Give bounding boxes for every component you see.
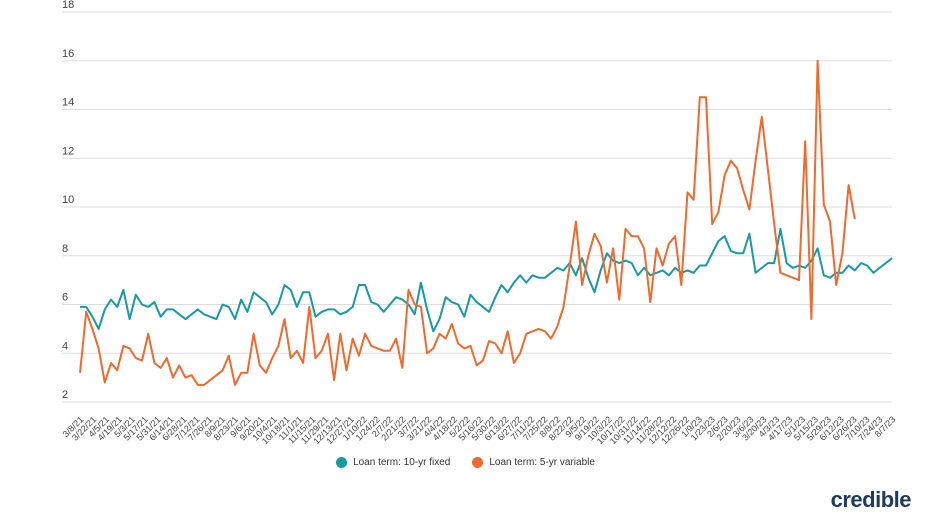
legend-item-5yr-variable: Loan term: 5-yr variable bbox=[472, 457, 595, 468]
y-tick-label: 16 bbox=[62, 48, 74, 60]
series-line-10yr-fixed bbox=[80, 227, 893, 333]
legend-swatch-5yr-variable bbox=[472, 457, 484, 468]
legend: Loan term: 10-yr fixed Loan term: 5-yr v… bbox=[0, 457, 931, 468]
y-tick-label: 4 bbox=[62, 340, 68, 352]
gridlines bbox=[62, 11, 892, 403]
legend-label-5yr-variable: Loan term: 5-yr variable bbox=[489, 457, 595, 468]
x-axis: 3/8/213/22/214/5/214/19/215/3/215/17/215… bbox=[61, 414, 898, 446]
credible-logo: credible bbox=[830, 487, 912, 512]
y-tick-label: 8 bbox=[62, 243, 68, 255]
y-tick-label: 10 bbox=[62, 194, 74, 206]
y-tick-label: 12 bbox=[62, 145, 74, 157]
legend-label-10yr-fixed: Loan term: 10-yr fixed bbox=[353, 457, 451, 468]
y-tick-label: 6 bbox=[62, 292, 68, 304]
series-line-5yr-variable bbox=[79, 59, 856, 386]
series-lines bbox=[79, 59, 893, 386]
y-tick-label: 2 bbox=[62, 389, 68, 401]
legend-item-10yr-fixed: Loan term: 10-yr fixed bbox=[336, 457, 450, 468]
legend-swatch-10yr-fixed bbox=[336, 457, 348, 468]
y-axis: 2 4 6 8 10 12 14 16 18 bbox=[62, 0, 74, 401]
y-tick-label: 18 bbox=[62, 0, 74, 11]
y-tick-label: 14 bbox=[62, 97, 74, 109]
